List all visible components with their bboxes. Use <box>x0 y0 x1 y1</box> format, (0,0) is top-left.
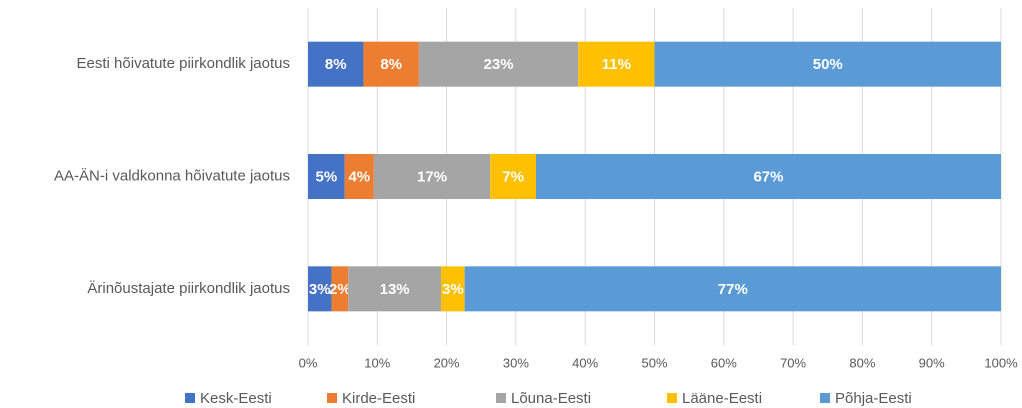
data-label: 5% <box>316 168 338 185</box>
legend-label: Kirde-Eesti <box>342 390 415 407</box>
data-label: 4% <box>348 168 370 185</box>
bar-segment <box>308 41 364 87</box>
bar-segment <box>308 154 345 199</box>
x-tick-label: 30% <box>503 355 529 370</box>
data-label: 23% <box>484 56 514 73</box>
legend-swatch <box>667 393 677 403</box>
y-tick-label: AA-ÄN-i valdkonna hõivatute jaotus <box>54 167 290 184</box>
data-label: 67% <box>753 168 783 185</box>
bar-segment <box>363 41 419 87</box>
legend-label: Põhja-Eesti <box>835 390 912 407</box>
data-label: 2% <box>329 281 351 298</box>
data-label: 3% <box>309 281 331 298</box>
legend-swatch <box>820 393 830 403</box>
bar-segment <box>331 266 349 312</box>
bar-segment <box>654 41 1001 87</box>
x-tick-label: 100% <box>984 355 1018 370</box>
bar-segment <box>441 266 465 312</box>
data-label: 13% <box>380 281 410 298</box>
bar-segment <box>490 154 536 199</box>
x-tick-label: 20% <box>434 355 460 370</box>
legend-label: Lõuna-Eesti <box>511 390 591 407</box>
data-label: 11% <box>602 56 631 73</box>
bar-segment <box>308 266 332 312</box>
data-label: 17% <box>417 168 447 185</box>
bar-segment <box>344 154 374 199</box>
legend-swatch <box>496 393 506 403</box>
data-label: 50% <box>813 56 843 73</box>
y-tick-label: Ärinõustajate piirkondlik jaotus <box>87 280 290 297</box>
x-tick-label: 60% <box>711 355 737 370</box>
data-label: 8% <box>325 56 347 73</box>
x-tick-label: 70% <box>780 355 806 370</box>
y-tick-label: Eesti hõivatute piirkondlik jaotus <box>77 55 290 72</box>
legend-swatch <box>185 393 195 403</box>
bar-segment <box>578 41 655 87</box>
x-tick-label: 80% <box>849 355 875 370</box>
data-label: 7% <box>502 168 524 185</box>
x-tick-label: 0% <box>299 355 318 370</box>
legend-label: Kesk-Eesti <box>200 390 272 407</box>
x-tick-label: 40% <box>572 355 598 370</box>
data-label: 77% <box>718 281 748 298</box>
bar-segment <box>373 154 491 199</box>
bar-segment <box>348 266 442 312</box>
data-label: 8% <box>380 56 402 73</box>
legend-label: Lääne-Eesti <box>682 390 762 407</box>
bar-segment <box>464 266 1001 312</box>
x-tick-label: 10% <box>364 355 390 370</box>
x-tick-label: 50% <box>641 355 667 370</box>
data-label: 3% <box>442 281 464 298</box>
bar-segment <box>535 154 1001 199</box>
bar-segment <box>418 41 579 87</box>
x-tick-label: 90% <box>919 355 945 370</box>
legend-swatch <box>327 393 337 403</box>
